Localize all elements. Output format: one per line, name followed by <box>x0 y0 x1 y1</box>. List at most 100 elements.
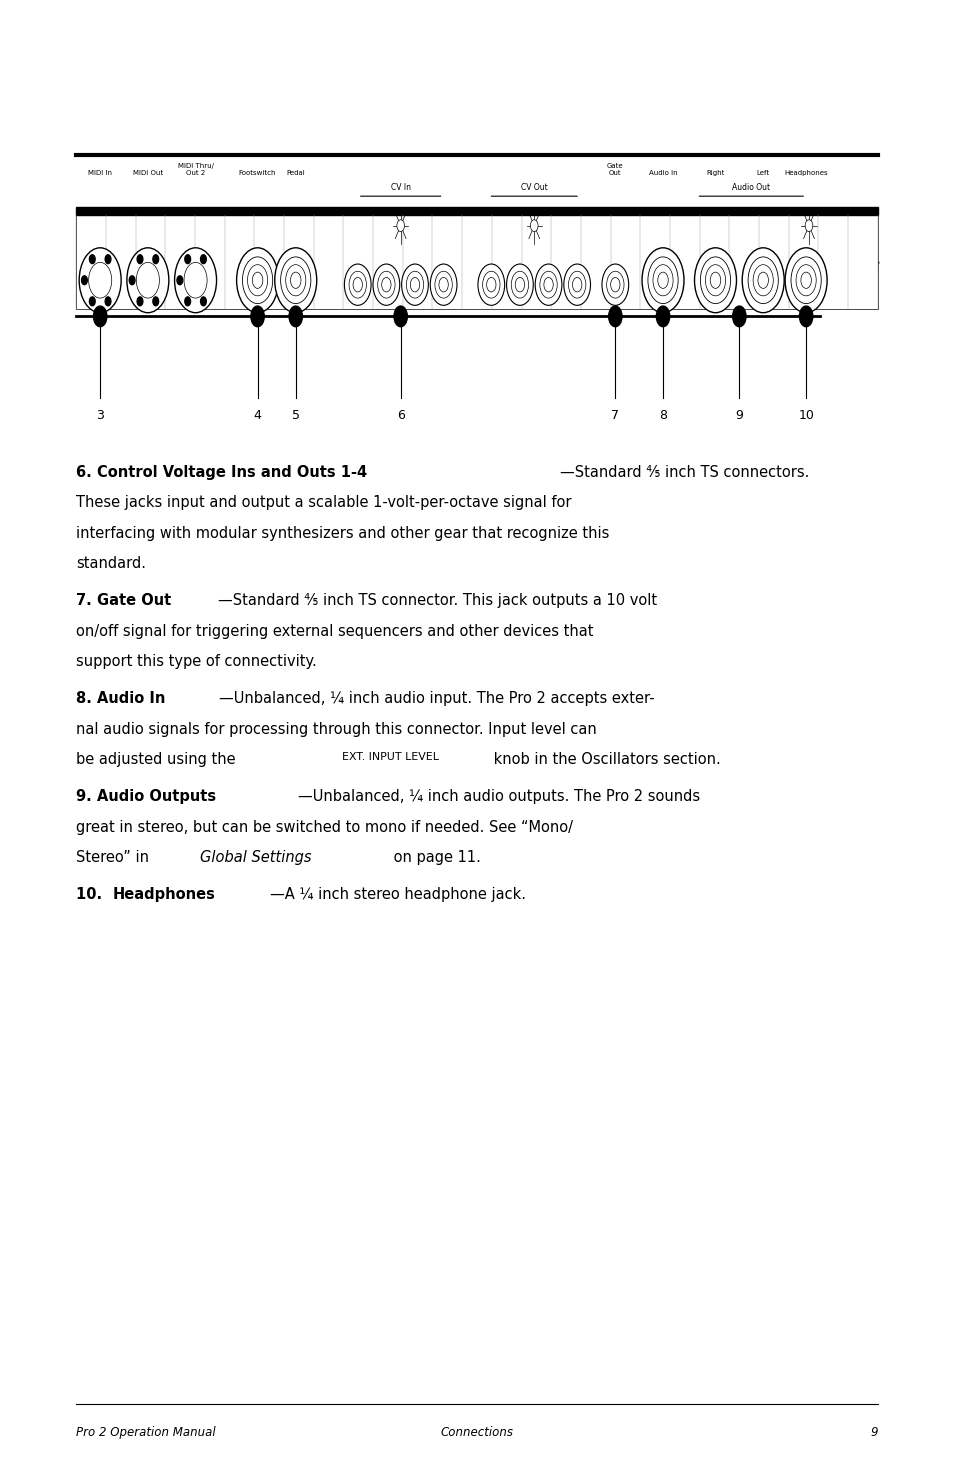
Text: MIDI In: MIDI In <box>88 170 112 176</box>
Circle shape <box>406 271 423 298</box>
Bar <box>76 207 877 215</box>
Circle shape <box>652 264 673 296</box>
Text: knob in the Oscillators section.: knob in the Oscillators section. <box>489 752 720 767</box>
Circle shape <box>274 248 316 313</box>
Text: on/off signal for triggering external sequencers and other devices that: on/off signal for triggering external se… <box>76 624 593 639</box>
Circle shape <box>200 296 206 305</box>
Circle shape <box>290 271 301 288</box>
Text: Audio Outputs: Audio Outputs <box>97 789 216 804</box>
Text: Gate Out: Gate Out <box>97 593 172 608</box>
Circle shape <box>410 277 419 292</box>
Circle shape <box>530 220 537 232</box>
Text: on page 11.: on page 11. <box>389 850 480 864</box>
Circle shape <box>657 271 667 288</box>
Circle shape <box>511 271 528 298</box>
Text: 3: 3 <box>413 207 416 212</box>
Text: Dave: Dave <box>826 257 880 274</box>
Circle shape <box>105 255 111 264</box>
Circle shape <box>136 263 159 298</box>
Text: 4: 4 <box>575 207 578 212</box>
Circle shape <box>79 248 121 313</box>
Circle shape <box>251 305 264 327</box>
Text: Gate
Out: Gate Out <box>606 162 623 176</box>
Text: 8.: 8. <box>76 690 97 707</box>
Circle shape <box>477 264 504 305</box>
Circle shape <box>127 248 169 313</box>
Circle shape <box>568 271 585 298</box>
Circle shape <box>93 305 107 327</box>
Circle shape <box>800 271 810 288</box>
Circle shape <box>174 248 216 313</box>
Text: 9.: 9. <box>76 789 97 804</box>
Circle shape <box>694 248 736 313</box>
Circle shape <box>349 271 366 298</box>
Circle shape <box>247 264 268 296</box>
Circle shape <box>704 264 725 296</box>
Text: support this type of connectivity.: support this type of connectivity. <box>76 655 316 670</box>
Circle shape <box>152 255 158 264</box>
Text: 10: 10 <box>798 410 813 422</box>
Text: MIDI Thru/
Out 2: MIDI Thru/ Out 2 <box>177 162 213 176</box>
Circle shape <box>732 305 745 327</box>
Text: Headphones: Headphones <box>112 886 215 901</box>
Circle shape <box>656 305 669 327</box>
Circle shape <box>90 296 95 305</box>
Circle shape <box>709 271 720 288</box>
Circle shape <box>242 257 273 304</box>
Text: 1: 1 <box>489 207 493 212</box>
Text: Stereo” in: Stereo” in <box>76 850 153 864</box>
Circle shape <box>543 277 553 292</box>
Circle shape <box>252 271 263 288</box>
Text: CV Out: CV Out <box>520 183 547 192</box>
Circle shape <box>747 257 778 304</box>
Circle shape <box>486 277 496 292</box>
Circle shape <box>381 277 391 292</box>
Text: These jacks input and output a scalable 1-volt-per-octave signal for: These jacks input and output a scalable … <box>76 496 571 510</box>
Text: Pedal: Pedal <box>286 170 305 176</box>
Text: 3: 3 <box>546 207 550 212</box>
Circle shape <box>506 264 533 305</box>
Text: CV In: CV In <box>391 183 410 192</box>
Circle shape <box>641 248 683 313</box>
Text: 2: 2 <box>384 207 388 212</box>
Circle shape <box>539 271 557 298</box>
Text: —Unbalanced, ¼ inch audio input. The Pro 2 accepts exter-: —Unbalanced, ¼ inch audio input. The Pro… <box>219 690 655 707</box>
Circle shape <box>105 296 111 305</box>
Text: Audio In: Audio In <box>648 170 677 176</box>
Circle shape <box>784 248 826 313</box>
Circle shape <box>82 276 88 285</box>
Text: be adjusted using the: be adjusted using the <box>76 752 240 767</box>
Circle shape <box>137 255 143 264</box>
Text: Global Settings: Global Settings <box>200 850 312 864</box>
Circle shape <box>130 276 135 285</box>
Circle shape <box>177 276 182 285</box>
Circle shape <box>741 248 783 313</box>
Text: Footswitch: Footswitch <box>238 170 276 176</box>
Circle shape <box>344 264 371 305</box>
Circle shape <box>185 255 191 264</box>
Text: I  N  S  T: I N S T <box>834 302 872 311</box>
Circle shape <box>373 264 399 305</box>
Text: 3: 3 <box>96 410 104 422</box>
Circle shape <box>289 305 302 327</box>
Text: interfacing with modular synthesizers and other gear that recognize this: interfacing with modular synthesizers an… <box>76 525 609 541</box>
Text: great in stereo, but can be switched to mono if needed. See “Mono/: great in stereo, but can be switched to … <box>76 820 573 835</box>
Circle shape <box>804 220 812 232</box>
Text: —Unbalanced, ¼ inch audio outputs. The Pro 2 sounds: —Unbalanced, ¼ inch audio outputs. The P… <box>297 789 700 804</box>
Text: 9: 9 <box>735 410 742 422</box>
Circle shape <box>185 296 191 305</box>
Text: 7.: 7. <box>76 593 97 608</box>
Circle shape <box>795 264 816 296</box>
Text: Audio In: Audio In <box>97 690 166 707</box>
Circle shape <box>601 264 628 305</box>
Text: MIDI Out: MIDI Out <box>132 170 163 176</box>
Text: Connections: Connections <box>440 1426 513 1440</box>
Circle shape <box>757 271 768 288</box>
Circle shape <box>200 255 206 264</box>
Circle shape <box>90 255 95 264</box>
Circle shape <box>610 277 619 292</box>
Text: Control Voltage Ins and Outs 1-4: Control Voltage Ins and Outs 1-4 <box>97 465 367 479</box>
Circle shape <box>535 264 561 305</box>
Circle shape <box>137 296 143 305</box>
Text: —Standard ⅘ inch TS connector. This jack outputs a 10 volt: —Standard ⅘ inch TS connector. This jack… <box>218 593 657 608</box>
